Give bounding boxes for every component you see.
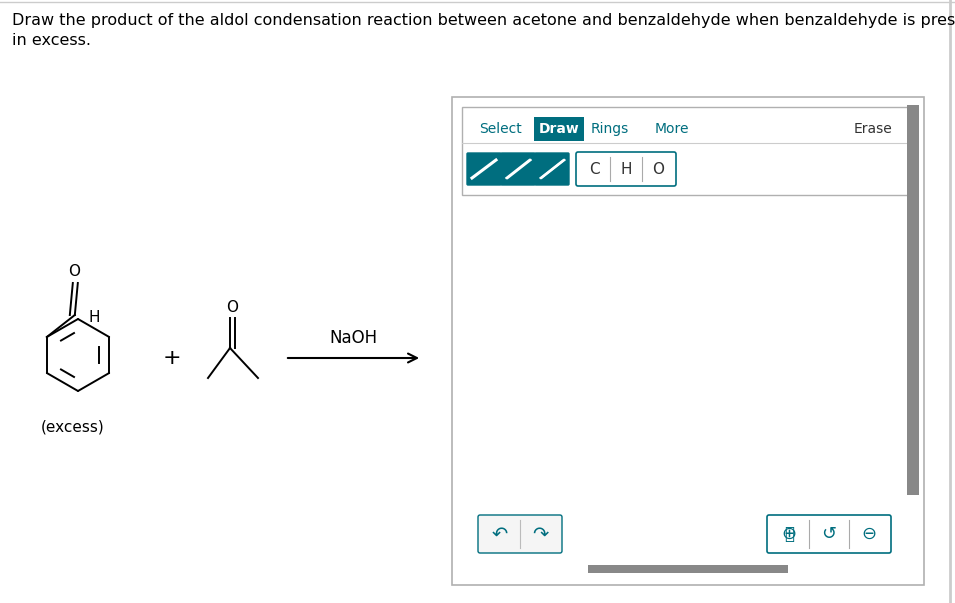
FancyBboxPatch shape bbox=[478, 515, 562, 553]
Text: 🔍: 🔍 bbox=[784, 525, 794, 543]
Text: More: More bbox=[655, 122, 690, 136]
Text: O: O bbox=[226, 300, 238, 315]
FancyBboxPatch shape bbox=[535, 153, 569, 185]
Text: (excess): (excess) bbox=[41, 420, 105, 435]
Text: H: H bbox=[620, 162, 632, 177]
Text: ⊕: ⊕ bbox=[781, 525, 796, 543]
Text: Erase: Erase bbox=[853, 122, 892, 136]
FancyBboxPatch shape bbox=[467, 153, 501, 185]
Bar bbox=[588, 565, 788, 573]
Text: NaOH: NaOH bbox=[329, 329, 377, 347]
FancyBboxPatch shape bbox=[452, 97, 924, 585]
Text: ⊖: ⊖ bbox=[861, 525, 877, 543]
Text: ↺: ↺ bbox=[821, 525, 837, 543]
Text: Select: Select bbox=[478, 122, 521, 136]
Text: O: O bbox=[652, 162, 664, 177]
Text: Draw the product of the aldol condensation reaction between acetone and benzalde: Draw the product of the aldol condensati… bbox=[12, 13, 955, 28]
Text: C: C bbox=[588, 162, 600, 177]
Text: +: + bbox=[162, 348, 181, 368]
FancyBboxPatch shape bbox=[767, 515, 891, 553]
Bar bbox=[907, 105, 919, 495]
Text: Rings: Rings bbox=[591, 122, 629, 136]
Text: in excess.: in excess. bbox=[12, 33, 91, 48]
FancyBboxPatch shape bbox=[501, 153, 535, 185]
Text: ↶: ↶ bbox=[492, 525, 508, 543]
Text: O: O bbox=[68, 265, 80, 280]
FancyBboxPatch shape bbox=[462, 107, 914, 195]
FancyBboxPatch shape bbox=[576, 152, 676, 186]
FancyBboxPatch shape bbox=[534, 117, 584, 141]
Text: H: H bbox=[89, 309, 100, 324]
Text: ↷: ↷ bbox=[532, 525, 548, 543]
Text: Draw: Draw bbox=[539, 122, 580, 136]
